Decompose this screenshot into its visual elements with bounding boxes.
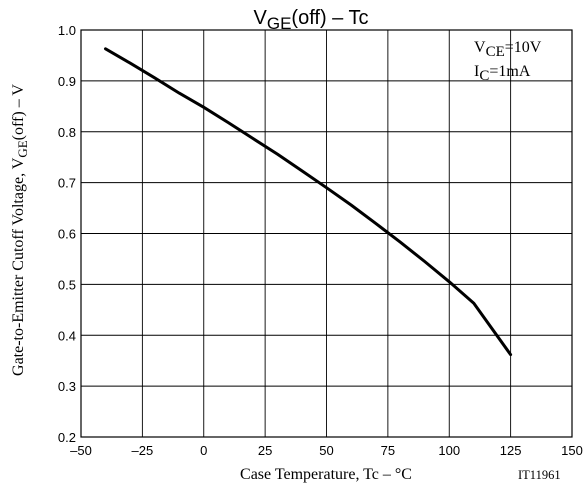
title-sub: GE (267, 14, 292, 33)
y-tick-labels: 0.2 0.3 0.4 0.5 0.6 0.7 0.8 0.9 1.0 (58, 23, 76, 445)
series-line-vge-off (104, 47, 513, 357)
condition-annotations: VCE=10V IC=1mA (474, 39, 542, 84)
y-tick-label: 0.4 (58, 328, 76, 343)
x-tick-labels: –50 –25 0 25 50 75 100 125 150 (70, 443, 583, 458)
x-tick-label: 150 (561, 443, 583, 458)
y-axis-label-post: (off) – V (10, 84, 27, 141)
y-tick-label: 0.7 (58, 176, 76, 191)
x-tick-label: 25 (258, 443, 272, 458)
grid (80, 29, 573, 438)
x-tick-label: 50 (319, 443, 333, 458)
x-axis-label: Case Temperature, Tc – °C (240, 466, 412, 483)
x-tick-label: 0 (200, 443, 207, 458)
y-tick-label: 0.8 (58, 125, 76, 140)
y-tick-label: 0.2 (58, 430, 76, 445)
annotation-ic: IC=1mA (474, 63, 531, 84)
svg-text:VGE(off) – Tc: VGE(off) – Tc (254, 7, 369, 33)
y-tick-label: 1.0 (58, 23, 76, 38)
y-tick-label: 0.6 (58, 227, 76, 242)
chart-title: VGE(off) – Tc (254, 7, 369, 33)
y-tick-label: 0.3 (58, 379, 76, 394)
y-tick-label: 0.5 (58, 277, 76, 292)
title-rest: (off) – Tc (291, 7, 368, 29)
x-tick-label: 100 (438, 443, 460, 458)
annotation-vce: VCE=10V (474, 39, 542, 60)
x-tick-label: –25 (132, 443, 154, 458)
x-tick-label: 125 (500, 443, 522, 458)
figure-id: IT11961 (518, 468, 561, 482)
x-tick-label: 75 (381, 443, 395, 458)
x-tick-label: –50 (70, 443, 92, 458)
y-axis-label-pre: Gate-to-Emitter Cutoff Voltage, V (10, 157, 27, 376)
y-tick-label: 0.9 (58, 74, 76, 89)
plot-frame (80, 29, 573, 438)
title-main: V (254, 7, 268, 29)
y-axis-label-sub: GE (15, 140, 30, 157)
y-axis-label: Gate-to-Emitter Cutoff Voltage, VGE(off)… (10, 84, 30, 376)
